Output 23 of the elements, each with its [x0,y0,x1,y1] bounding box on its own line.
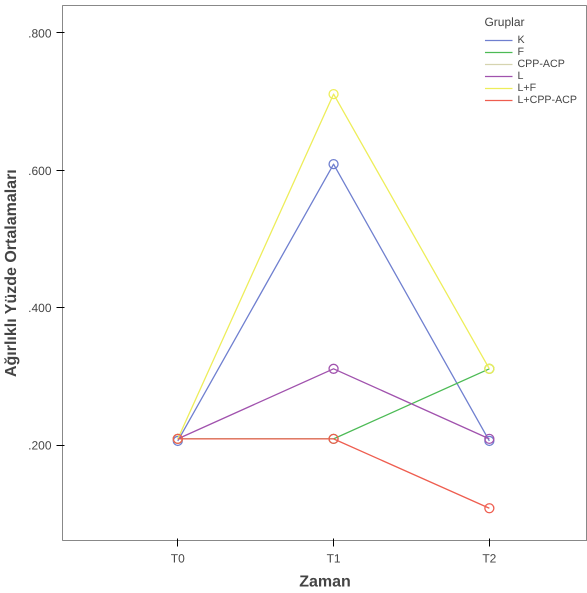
point [484,503,495,514]
y-tick-label: .800 [28,26,52,40]
x-tick-label: T1 [326,552,341,566]
legend-label: K [517,34,526,46]
legend-title: Gruplar [484,15,526,29]
y-tick-label: .200 [28,438,52,453]
y-tick-label: .600 [28,164,52,178]
point [328,364,339,374]
point [484,434,495,444]
point [484,436,495,446]
y-tick-label: .400 [28,301,52,316]
y-axis-title: Ağırlıklı Yüzde Ortalamaları [3,169,20,378]
point [172,436,183,446]
point [328,88,339,100]
legend-label: L [517,70,524,82]
legend-label: L+F [517,82,538,94]
x-axis-title: Zaman [299,574,351,590]
point [328,159,339,170]
x-tick-label: T2 [482,552,497,566]
legend-label: L+CPP-ACP [517,94,577,106]
x-tick-label: T0 [170,552,186,566]
legend-label: CPP-ACP [517,58,565,70]
legend-label: F [517,46,525,58]
